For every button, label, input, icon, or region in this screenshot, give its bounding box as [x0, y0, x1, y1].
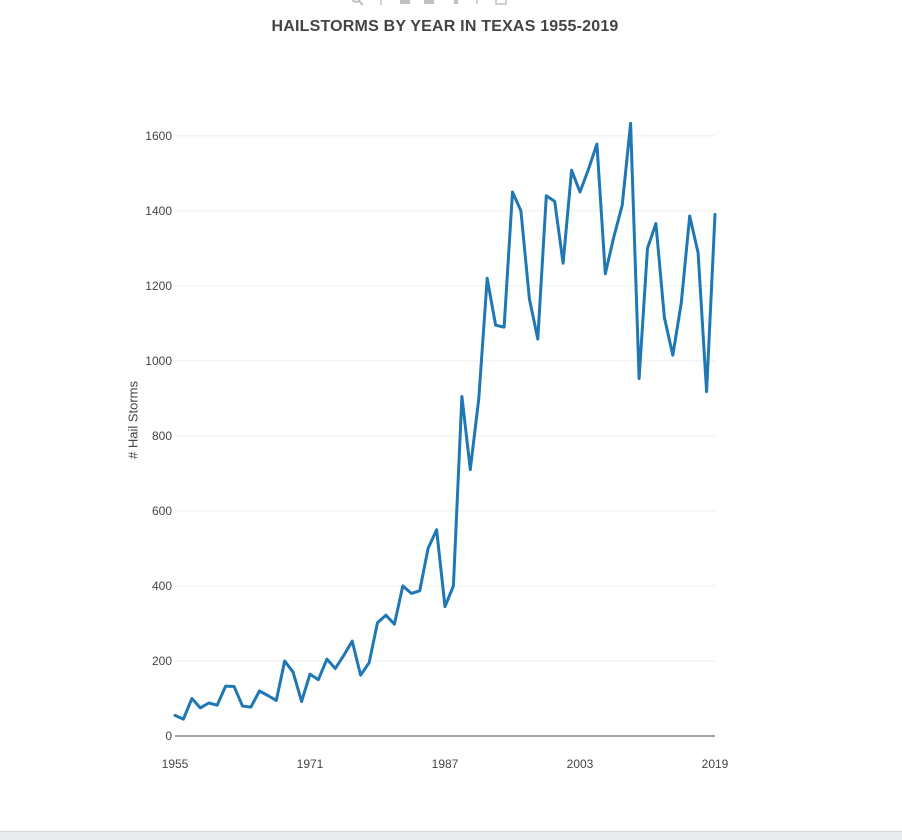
x-tick-label: 1971 [297, 757, 324, 771]
download-icon[interactable] [494, 0, 508, 6]
chart-title: HAILSTORMS BY YEAR IN TEXAS 1955-2019 [271, 18, 619, 35]
x-tick-label: 2019 [702, 757, 729, 771]
modebar [350, 0, 508, 6]
x-tick-label: 2003 [567, 757, 594, 771]
x-tick-label: 1955 [162, 757, 189, 771]
y-axis-label: # Hail Storms [125, 380, 141, 460]
zoom-icon[interactable] [350, 0, 364, 6]
y-tick-label: 1400 [145, 204, 172, 218]
series-line [173, 121, 717, 721]
bottom-scrollbar-area [0, 831, 902, 840]
y-tick-label: 400 [152, 579, 172, 593]
y-tick-label: 200 [152, 654, 172, 668]
y-tick-label: 800 [152, 429, 172, 443]
zoom-in-icon[interactable] [398, 0, 412, 6]
y-tick-label: 0 [165, 729, 172, 743]
autoscale-icon[interactable] [446, 0, 460, 6]
pan-icon[interactable] [374, 0, 388, 6]
y-tick-label: 1000 [145, 354, 172, 368]
y-tick-label: 1600 [145, 129, 172, 143]
y-tick-label: 1200 [145, 279, 172, 293]
zoom-out-icon[interactable] [422, 0, 436, 6]
reset-axes-icon[interactable] [470, 0, 484, 6]
x-tick-label: 1987 [432, 757, 459, 771]
y-tick-label: 600 [152, 504, 172, 518]
